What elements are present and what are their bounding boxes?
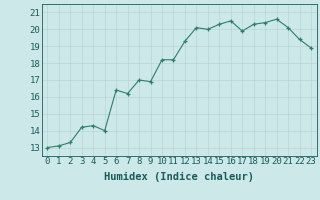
X-axis label: Humidex (Indice chaleur): Humidex (Indice chaleur)	[104, 172, 254, 182]
